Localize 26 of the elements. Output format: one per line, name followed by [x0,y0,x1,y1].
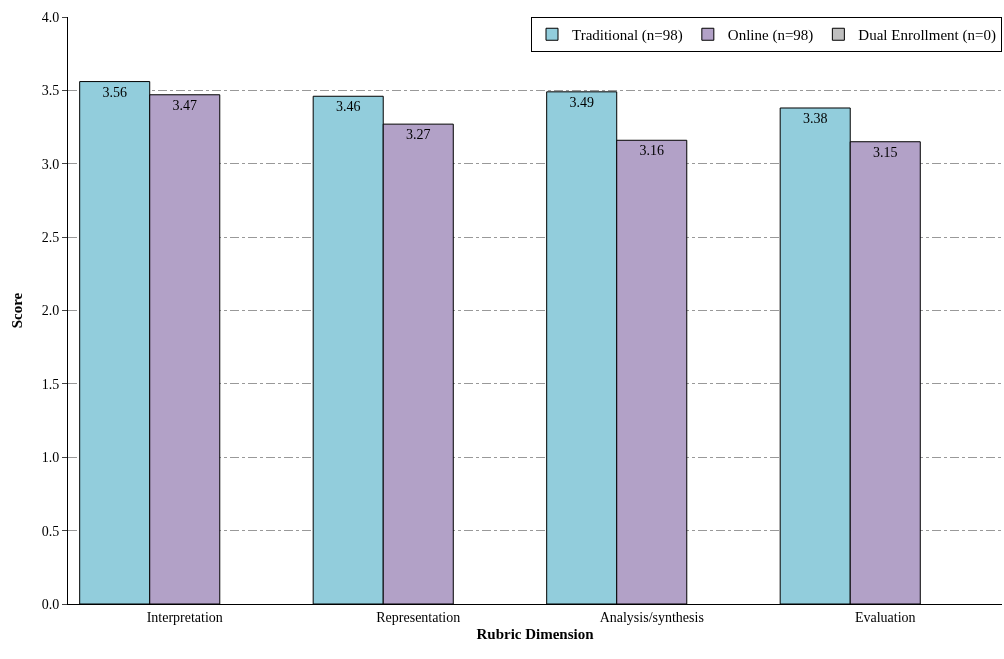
y-tick-label: 1.5 [41,376,60,392]
y-tick-label: 2.5 [41,230,60,246]
y-tick-label: 1.0 [41,450,60,466]
legend-label: Dual Enrollment (n=0) [858,27,996,45]
data-label: 3.38 [802,110,828,126]
y-tick-label: 0.0 [41,596,60,612]
data-label: 3.46 [335,99,361,115]
data-label: 3.16 [639,143,665,159]
x-axis-title: Rubric Dimension [476,625,595,642]
legend-label: Traditional (n=98) [572,27,683,45]
x-tick-label: Interpretation [146,609,223,625]
x-tick-label: Analysis/synthesis [599,609,704,625]
y-tick-label: 3.5 [41,83,60,99]
y-tick-label: 3.0 [41,156,60,172]
data-label: 3.27 [406,127,431,143]
y-tick-label: 2.0 [41,303,60,319]
y-tick-label: 4.0 [41,9,60,25]
x-tick-label: Representation [376,609,461,625]
data-label: 3.49 [569,94,594,110]
y-axis-title: Score [8,292,25,329]
y-tick-label: 0.5 [41,523,60,539]
legend-label: Online (n=98) [727,27,814,45]
x-tick-label: Evaluation [854,609,916,625]
data-label: 3.15 [873,144,898,160]
data-label: 3.56 [102,84,127,100]
data-label: 3.47 [172,97,197,113]
